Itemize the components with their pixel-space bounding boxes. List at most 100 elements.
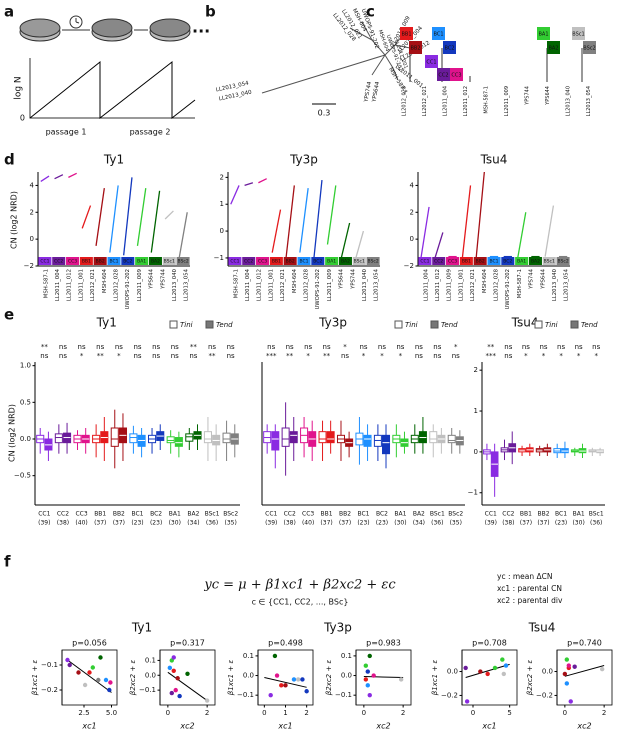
legend-swatch xyxy=(430,320,439,329)
point xyxy=(268,692,273,698)
count-label: (37) xyxy=(320,520,332,527)
point xyxy=(503,663,509,668)
cn-change xyxy=(475,171,485,260)
x-tick-label: BB2 xyxy=(537,511,549,518)
sig-bottom: ns xyxy=(341,352,349,360)
cn-change xyxy=(258,178,267,184)
strain-label: YPS644 xyxy=(149,268,155,290)
strain-label: YPS744 xyxy=(525,86,531,106)
y-tick-label: 0.0 xyxy=(341,672,352,680)
strain-label: LL2012_021 xyxy=(280,269,286,301)
tree-label: YPS644 xyxy=(371,81,381,104)
x-tick-label: 0 xyxy=(362,709,366,717)
y-axis-label: CN (log2 NRD) xyxy=(10,191,19,249)
point xyxy=(564,657,570,662)
clade-label: CC2 xyxy=(244,259,253,265)
cn-change xyxy=(354,230,365,261)
clade-label: BA2 xyxy=(151,259,160,265)
p-value: p=0.056 xyxy=(72,639,107,648)
y-axis-label: β2xc2 + ε xyxy=(526,660,534,696)
cn-change xyxy=(420,206,430,260)
sig-bottom: ns xyxy=(152,352,160,360)
clade-label: BSc1 xyxy=(354,259,365,265)
x-tick-label: CC2 xyxy=(57,511,69,518)
strain-label: LL2011_012 xyxy=(435,269,441,301)
cn-change xyxy=(313,179,323,261)
x-tick-label: BA1 xyxy=(394,511,406,518)
sig-bottom: ns xyxy=(415,352,423,360)
x-tick-label: CC2 xyxy=(502,511,514,518)
chart-title: Ty3p xyxy=(318,316,347,330)
strain-label: MSH-587-1 xyxy=(517,269,523,298)
strain-label: LL2011_009 xyxy=(447,269,453,301)
point xyxy=(367,653,372,659)
x-tick-label: BA2 xyxy=(187,511,199,518)
plot-frame xyxy=(159,649,216,706)
cn-change xyxy=(150,190,161,253)
x-tick-label: BC2 xyxy=(150,511,162,518)
clade-label: BSc2 xyxy=(367,259,378,265)
cn-change xyxy=(136,188,147,246)
clade-label: BC1 xyxy=(433,32,443,38)
x-label: passage 1 xyxy=(46,128,87,137)
point xyxy=(398,677,404,682)
x-tick-label: BB1 xyxy=(520,511,532,518)
sig-top: ns xyxy=(304,343,312,351)
clade-label: BB2 xyxy=(96,259,105,265)
sig-bottom: *** xyxy=(486,352,497,360)
cn-change xyxy=(340,222,351,259)
sig-bottom: ns xyxy=(189,352,197,360)
clade-label: BB2 xyxy=(476,259,485,265)
point xyxy=(371,673,376,678)
point xyxy=(96,677,101,683)
sig-bottom: * xyxy=(306,352,310,360)
clade-label: CC1 xyxy=(426,60,436,66)
y-tick-label: −0.2 xyxy=(441,691,458,699)
sig-bottom: ** xyxy=(323,352,331,360)
point xyxy=(283,683,288,688)
fit-line xyxy=(264,677,307,688)
sig-top: ns xyxy=(286,343,294,351)
clade-label: BA2 xyxy=(548,46,558,52)
box xyxy=(54,433,63,444)
x-tick-label: 2 xyxy=(602,709,606,717)
sig-top: ns xyxy=(433,343,441,351)
clade-box xyxy=(450,68,463,81)
point xyxy=(363,663,369,668)
point xyxy=(169,690,174,696)
y-tick-label: −0.2 xyxy=(536,691,553,699)
x-tick-label: BSc2 xyxy=(448,511,463,518)
clade-box xyxy=(38,257,52,265)
clade-label: BA1 xyxy=(517,259,526,265)
y-tick-label: 2 xyxy=(30,208,34,216)
sig-bottom: ns xyxy=(227,352,235,360)
panel-label: d xyxy=(4,151,15,169)
sig-top: ns xyxy=(59,343,67,351)
strain-label: LL2013_054 xyxy=(184,268,190,301)
x-axis-label: xc2 xyxy=(576,722,591,731)
clade-label: BC2 xyxy=(313,259,322,265)
y-tick-label: 0.1 xyxy=(243,652,254,660)
y-tick-label: 4 xyxy=(30,181,35,189)
point xyxy=(365,669,370,674)
box xyxy=(429,431,438,444)
count-label: (39) xyxy=(38,520,50,527)
sig-bottom: ns xyxy=(133,352,141,360)
sig-top: * xyxy=(454,343,458,351)
count-label: (39) xyxy=(265,520,277,527)
clade-label: BSc1 xyxy=(572,32,584,38)
point xyxy=(108,680,113,685)
y-tick-label: 0.5 xyxy=(20,398,31,406)
point xyxy=(65,657,70,663)
y-tick-label: 0.1 xyxy=(341,652,352,660)
clade-box xyxy=(515,257,529,265)
y-tick-label: 2 xyxy=(474,366,478,374)
count-label: (30) xyxy=(394,520,406,527)
strain-label: LL2011_004 xyxy=(423,268,429,301)
box xyxy=(447,434,456,444)
strain-label: LL2013_040 xyxy=(172,268,178,301)
point xyxy=(295,677,301,682)
count-label: (30) xyxy=(169,520,181,527)
clade-box xyxy=(162,257,176,265)
